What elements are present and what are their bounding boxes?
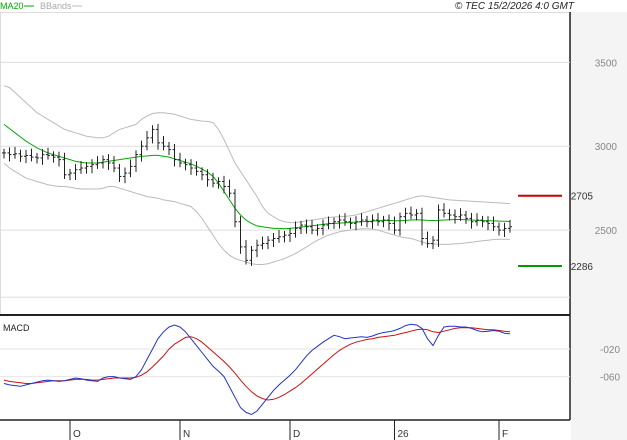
support-level-label: 2286 (571, 262, 594, 273)
macd-y-tick-label: -020 (600, 345, 620, 356)
y-axis-gutter (571, 12, 627, 440)
x-tick-label: N (183, 429, 190, 440)
grid (0, 61, 570, 378)
price-y-tick-label: 3000 (595, 142, 618, 153)
x-tick-label: D (293, 429, 300, 440)
legend-bb-label: BBands (40, 1, 72, 11)
bb-upper-line (3, 85, 511, 224)
legend-ma-label: MA20 (0, 1, 24, 11)
price-levels: 2705 2286 (518, 192, 593, 273)
x-tick-label: F (502, 429, 508, 440)
macd-panel-title: MACD (3, 323, 30, 333)
macd-y-tick-label: -060 (600, 373, 620, 384)
price-y-tick-label: 2500 (595, 226, 618, 237)
ma20-line (3, 124, 511, 230)
ma20-series (3, 124, 511, 230)
price-y-tick-label: 3500 (595, 58, 618, 69)
bollinger-bands (3, 85, 511, 265)
x-tick-label: O (73, 429, 81, 440)
x-axis-ticks: O N D 26 F (69, 420, 508, 440)
timestamp: © TEC 15/2/2026 4:0 GMT (455, 1, 575, 12)
macd-y-ticks: -020 -060 (600, 345, 620, 384)
macd-signal-line (3, 327, 511, 401)
bb-lower-line (3, 162, 510, 265)
resistance-level-label: 2705 (571, 192, 594, 203)
macd-line (3, 323, 511, 416)
price-bars (2, 123, 512, 266)
price-y-ticks: 3500 3000 2500 (595, 58, 618, 237)
x-tick-label: 26 (398, 429, 410, 440)
macd-series (3, 323, 511, 416)
